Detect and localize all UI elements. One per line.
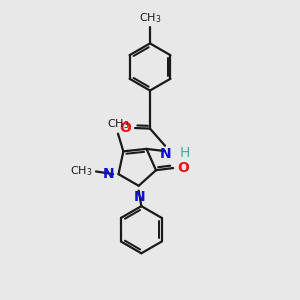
Text: N: N bbox=[160, 147, 171, 161]
Text: CH$_3$: CH$_3$ bbox=[139, 11, 161, 25]
Text: N: N bbox=[103, 167, 115, 181]
Text: H: H bbox=[179, 146, 190, 160]
Text: O: O bbox=[119, 121, 131, 135]
Text: N: N bbox=[134, 190, 145, 203]
Text: CH$_3$: CH$_3$ bbox=[70, 165, 93, 178]
Text: O: O bbox=[177, 161, 189, 175]
Text: CH$_3$: CH$_3$ bbox=[107, 117, 129, 131]
